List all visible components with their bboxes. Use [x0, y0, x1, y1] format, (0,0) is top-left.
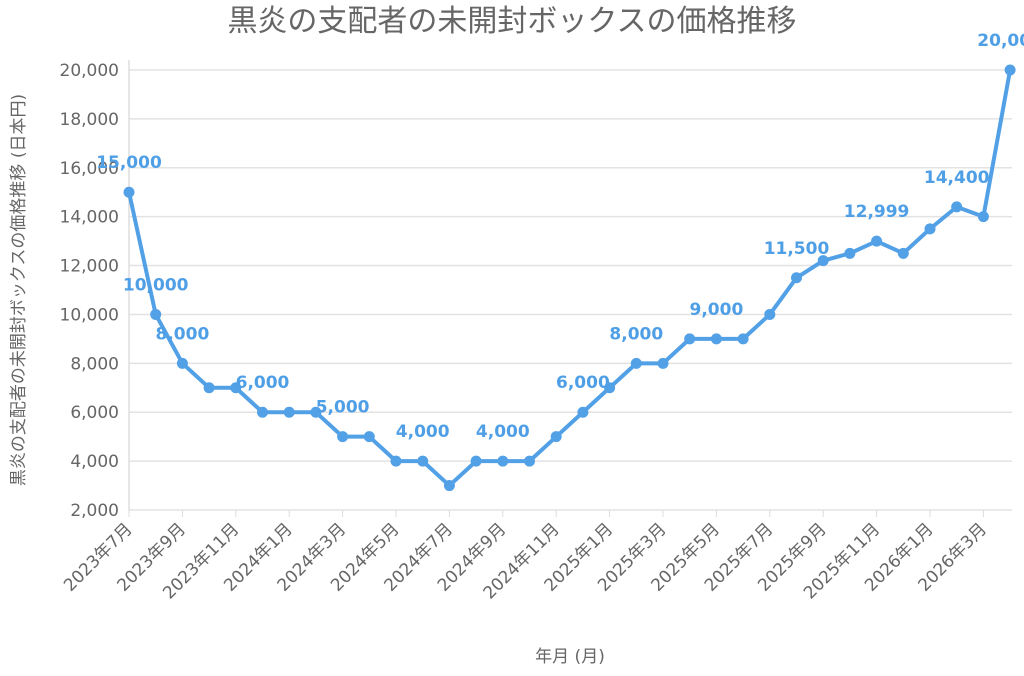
- data-point: [897, 247, 909, 259]
- data-label: 20,000: [977, 31, 1024, 51]
- data-point: [710, 333, 722, 345]
- data-point: [684, 333, 696, 345]
- data-point: [203, 382, 215, 394]
- data-point: [417, 455, 429, 467]
- data-point: [604, 382, 616, 394]
- data-point: [176, 357, 188, 369]
- data-point: [310, 406, 322, 418]
- data-label: 8,000: [156, 324, 210, 344]
- data-label: 11,500: [764, 239, 830, 259]
- data-point: [443, 480, 455, 492]
- data-point: [390, 455, 402, 467]
- y-axis-label: 黒炎の支配者の未開封ボックスの価格推移 (日本円): [9, 94, 29, 486]
- price-line: [127, 69, 1013, 488]
- data-label: 8,000: [609, 324, 663, 344]
- y-tick-label: 16,000: [60, 159, 119, 179]
- data-point: [737, 333, 749, 345]
- data-point: [924, 223, 936, 235]
- data-point: [657, 357, 669, 369]
- data-point: [791, 272, 802, 284]
- y-tick-label: 14,000: [60, 208, 119, 228]
- data-label: 6,000: [556, 373, 610, 393]
- data-point: [764, 308, 776, 320]
- data-point: [951, 201, 963, 213]
- data-label: 9,000: [690, 300, 744, 320]
- data-point: [230, 382, 242, 394]
- y-tick-label: 12,000: [60, 257, 119, 277]
- data-point: [257, 406, 268, 418]
- data-label: 10,000: [123, 275, 189, 295]
- data-label: 4,000: [396, 422, 450, 442]
- data-label: 4,000: [476, 422, 530, 442]
- data-point: [337, 431, 349, 443]
- data-point: [123, 186, 135, 198]
- data-label: 15,000: [96, 153, 162, 173]
- data-point: [630, 357, 642, 369]
- data-point: [871, 235, 883, 247]
- y-tick-label: 18,000: [60, 110, 119, 130]
- data-point: [977, 211, 989, 223]
- data-point: [497, 455, 509, 467]
- chart-title: 黒炎の支配者の未開封ボックスの価格推移: [227, 4, 796, 39]
- y-tick-label: 20,000: [60, 61, 119, 81]
- data-label: 12,999: [844, 202, 910, 222]
- data-point: [470, 455, 482, 467]
- data-point: [550, 431, 562, 443]
- y-tick-label: 10,000: [60, 305, 119, 325]
- data-point: [817, 255, 829, 267]
- y-tick-label: 4,000: [70, 452, 119, 472]
- data-point: [844, 247, 856, 259]
- data-label: 5,000: [316, 398, 370, 418]
- data-label: 14,400: [924, 168, 990, 188]
- data-point: [1004, 64, 1016, 76]
- data-label: 6,000: [236, 373, 290, 393]
- x-axis-label: 年月 (月): [535, 647, 605, 667]
- y-tick-label: 2,000: [70, 501, 119, 521]
- y-tick-label: 8,000: [70, 354, 119, 374]
- data-point: [577, 406, 589, 418]
- data-point: [283, 406, 295, 418]
- data-point: [150, 308, 162, 320]
- data-point: [363, 431, 375, 443]
- data-point: [524, 455, 535, 467]
- y-tick-label: 6,000: [70, 403, 119, 423]
